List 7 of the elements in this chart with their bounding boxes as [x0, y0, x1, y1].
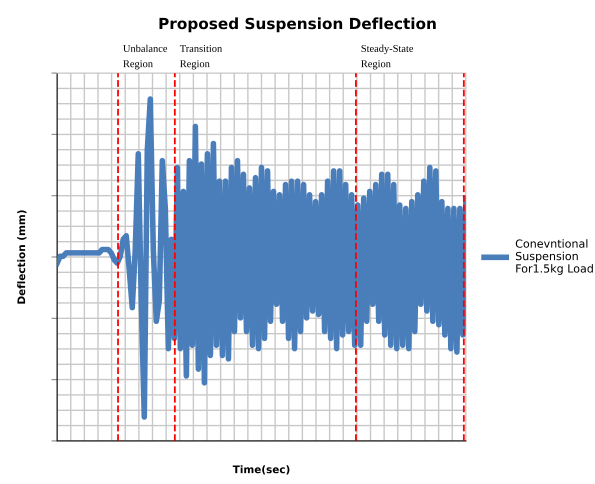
text: Steady-State Region: [361, 44, 414, 70]
text: Transition Region: [180, 45, 222, 70]
x-axis-title: Time(sec): [232, 465, 290, 475]
y-axis-title: Deflection (mm): [17, 210, 26, 304]
chart-title: Proposed Suspension Deflection: [160, 17, 436, 32]
legend-label: Conevntional Suspension For1.5kg Load: [516, 239, 593, 275]
text: Unbalance Region: [123, 44, 168, 70]
